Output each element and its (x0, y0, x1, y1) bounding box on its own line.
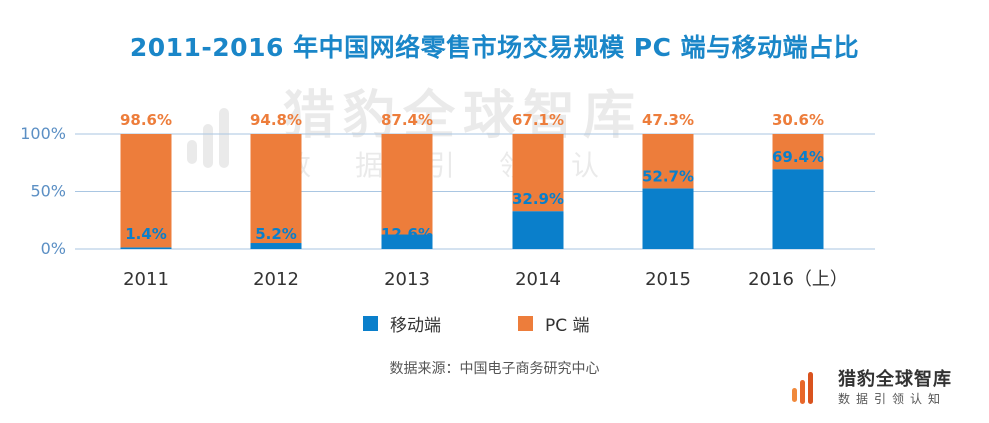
legend-swatch-mobile (363, 316, 378, 331)
data-label-pc: 67.1% (512, 111, 564, 129)
x-tick-label: 2016（上） (748, 269, 848, 290)
bar-pc (772, 134, 824, 170)
brand-block: 猎豹全球智库 数据引领认知 (790, 368, 952, 408)
bar-mobile (250, 243, 302, 249)
legend-label-pc: PC 端 (545, 316, 590, 336)
y-tick-label: 100% (20, 124, 66, 143)
data-label-mobile: 52.7% (642, 167, 694, 185)
bar-layer (120, 134, 824, 249)
legend-item-mobile: 移动端 (363, 311, 441, 336)
brand-logo-icon (792, 372, 813, 404)
data-label-pc: 94.8% (250, 111, 302, 129)
chart-title: 2011-2016 年中国网络零售市场交易规模 PC 端与移动端占比 (129, 33, 860, 62)
y-tick-label: 0% (41, 239, 66, 258)
data-label-mobile: 12.6% (381, 225, 433, 243)
chart-area: 0% 50% 100% 98.6% 1.4% 2011 94.8% 5.2% 2012 87.4%… (20, 111, 875, 290)
legend-label-mobile: 移动端 (390, 316, 441, 336)
bar-pc (642, 134, 694, 189)
bar-mobile (381, 234, 433, 249)
data-label-mobile: 32.9% (512, 190, 564, 208)
bar-pc (381, 134, 433, 235)
legend-item-pc: PC 端 (518, 311, 590, 336)
x-tick-label: 2015 (645, 269, 691, 290)
x-tick-label: 2012 (253, 269, 299, 290)
bar-mobile (642, 188, 694, 249)
bar-mobile (120, 247, 172, 249)
data-label-mobile: 1.4% (125, 225, 167, 243)
legend-swatch-pc (518, 316, 533, 331)
grid-layer (75, 133, 875, 250)
brand-name: 猎豹全球智库 (838, 369, 952, 390)
data-label-mobile: 5.2% (255, 225, 297, 243)
bar-mobile (512, 211, 564, 249)
x-tick-label: 2013 (384, 269, 430, 290)
y-tick-label: 50% (30, 182, 66, 201)
x-tick-label: 2014 (515, 269, 561, 290)
bar-pc (512, 134, 564, 212)
label-layer: 0% 50% 100% 98.6% 1.4% 2011 94.8% 5.2% 2012 87.4%… (20, 111, 848, 290)
x-tick-label: 2011 (123, 269, 169, 290)
bar-pc (120, 134, 172, 248)
data-label-mobile: 69.4% (772, 148, 824, 166)
data-label-pc: 98.6% (120, 111, 172, 129)
brand-slogan: 数据引领认知 (838, 392, 947, 406)
bar-pc (250, 134, 302, 244)
bar-mobile (772, 169, 824, 249)
source-note: 数据来源：中国电子商务研究中心 (389, 361, 600, 377)
data-label-pc: 30.6% (772, 111, 824, 129)
data-label-pc: 47.3% (642, 111, 694, 129)
data-label-pc: 87.4% (381, 111, 433, 129)
